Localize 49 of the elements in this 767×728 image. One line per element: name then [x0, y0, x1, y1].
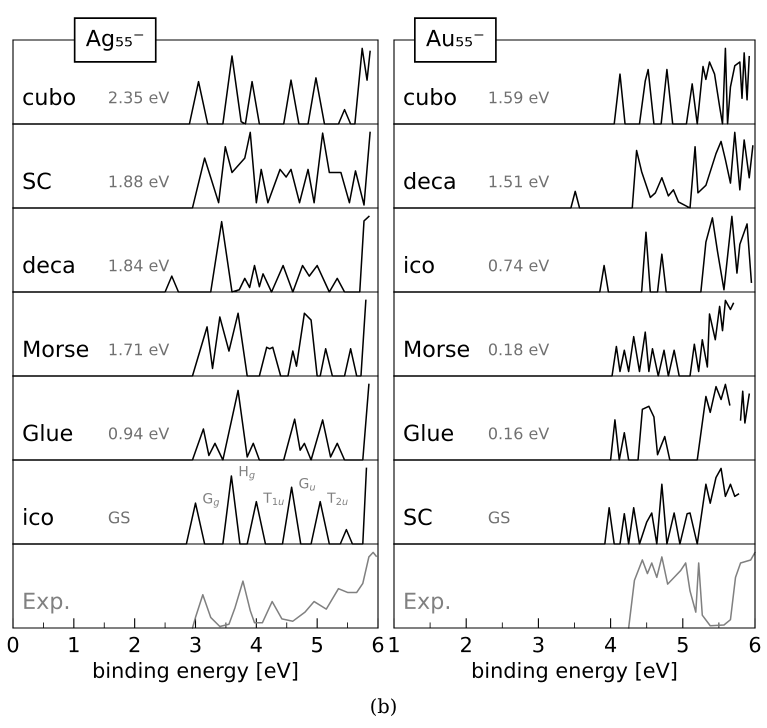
- annotation: 2.35 eV: [109, 91, 170, 104]
- series-label: deca: [23, 256, 74, 274]
- annotation: GS: [488, 511, 510, 524]
- annotation: 0.18 eV: [488, 343, 550, 356]
- annotation: 0.74 eV: [488, 259, 550, 272]
- x-tick-label: 6: [372, 636, 384, 652]
- x-tick-label: 5: [312, 636, 322, 652]
- x-tick-label: 4: [604, 636, 616, 652]
- legend-label: cubo: [404, 88, 456, 106]
- series-label: ico: [24, 508, 53, 526]
- annotation: G$_{g}$: [203, 493, 220, 508]
- series-label: cubo: [23, 88, 75, 106]
- x-tick-label: 2: [130, 636, 140, 652]
- annotation: 1.84 eV: [110, 259, 170, 272]
- chart-title: Au₅₅⁻: [426, 30, 484, 46]
- x-tick-label: 5: [678, 636, 688, 652]
- series-label: deca: [404, 172, 455, 190]
- annotation: GS: [108, 511, 130, 524]
- annotation: H$_{g}$: [240, 466, 255, 480]
- annotation: G$_{u}$: [299, 478, 316, 491]
- x-tick-label: 1: [69, 636, 79, 652]
- annotation: 0.94 eV: [108, 427, 170, 440]
- x-tick-label: 1: [390, 636, 399, 652]
- annotation: 1.71 eV: [110, 344, 170, 356]
- annotation: 1.51 eV: [490, 176, 550, 188]
- x-axis-title: binding energy [eV]: [94, 662, 298, 682]
- annotation: 0.16 eV: [488, 427, 550, 440]
- x-tick-label: 4: [250, 636, 262, 652]
- text: Exp.: [24, 592, 68, 614]
- text: (b): [371, 698, 396, 716]
- series-label: Morse: [405, 340, 469, 358]
- x-tick-label: 6: [750, 636, 760, 652]
- x-tick-label: 3: [533, 636, 544, 652]
- series-label: SC: [404, 508, 432, 526]
- annotation: 1.88 eV: [110, 175, 170, 188]
- series-label: Glue: [23, 424, 72, 442]
- series-label: SC: [24, 172, 51, 190]
- annotation: T$_{1u}$: [263, 492, 284, 506]
- annotation: T$_{2u}$: [327, 492, 348, 506]
- x-tick-label: 2: [461, 636, 471, 652]
- x-tick-label: 0: [8, 636, 18, 652]
- chart-title: Ag₅₅⁻: [86, 30, 144, 51]
- series-label: ico: [405, 256, 434, 274]
- x-axis-title: binding energy [eV]: [472, 662, 676, 682]
- text: Exp.: [405, 592, 449, 614]
- annotation: 1.59 eV: [490, 91, 550, 104]
- x-tick-label: 3: [190, 636, 200, 652]
- series-label: Morse: [24, 340, 88, 358]
- series-label: Glue: [404, 424, 453, 442]
